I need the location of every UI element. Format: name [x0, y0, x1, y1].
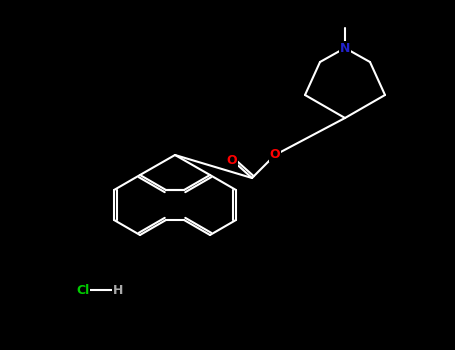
Text: N: N — [340, 42, 350, 55]
Text: Cl: Cl — [76, 284, 90, 296]
Text: O: O — [227, 154, 238, 167]
Text: H: H — [113, 284, 123, 296]
Text: O: O — [270, 148, 280, 161]
